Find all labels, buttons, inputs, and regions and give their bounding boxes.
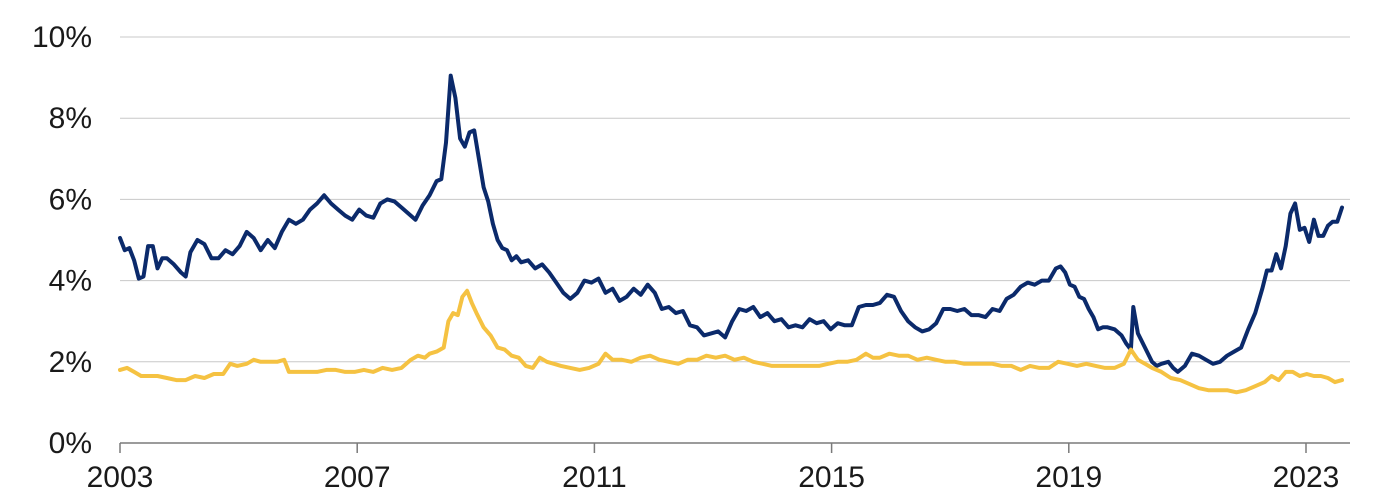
x-tick-label: 2023 (1273, 461, 1340, 494)
x-tick-label: 2015 (798, 461, 865, 494)
x-tick-label: 2011 (562, 461, 627, 494)
y-tick-label: 8% (49, 102, 92, 135)
axes (119, 442, 1350, 453)
y-tick-label: 0% (49, 427, 92, 460)
x-tick-label: 2007 (324, 461, 391, 494)
y-tick-label: 10% (32, 21, 92, 54)
x-axis-tick-labels: 2003 2007 2011 2015 2019 2023 (87, 461, 1340, 494)
series-layer (118, 73, 1344, 395)
y-tick-label: 6% (49, 183, 92, 216)
y-tick-label: 4% (49, 265, 92, 298)
y-tick-label: 2% (49, 346, 92, 379)
x-tick-label: 2019 (1035, 461, 1102, 494)
y-axis-tick-labels: 0% 2% 4% 6% 8% 10% (32, 21, 92, 460)
series-line-1 (118, 73, 1344, 374)
x-tick-label: 2003 (87, 461, 154, 494)
series-line-2 (118, 288, 1344, 395)
